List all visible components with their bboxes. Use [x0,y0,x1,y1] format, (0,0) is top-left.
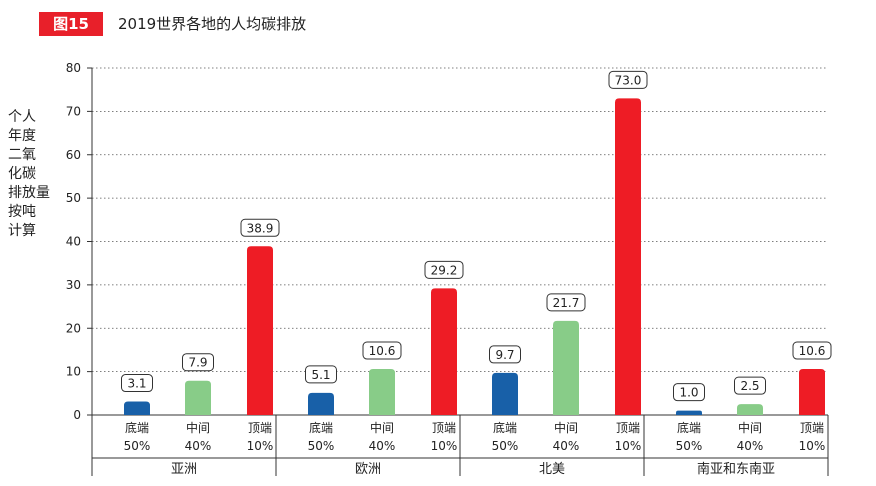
bar-bottom50 [124,401,150,415]
bar-category-label: 顶端 [800,421,824,435]
data-label-box [305,365,337,384]
data-label-box [734,376,766,395]
y-axis-label-line: 计算 [8,223,36,239]
y-axis-label-line: 化碳 [8,166,36,182]
data-label: 29.2 [431,263,458,277]
group-label: 亚洲 [171,462,197,477]
bar-top10 [431,288,457,415]
y-tick-label: 10 [66,365,81,379]
bar-bottom50 [492,372,518,415]
y-tick-label: 0 [73,408,81,422]
data-label-box [489,345,521,364]
bar-bottom50 [676,410,702,415]
bar-category-label: 顶端 [248,421,272,435]
data-label-box [362,341,402,360]
bar-top10 [799,369,825,415]
y-axis-label-line: 按吨 [8,204,36,220]
y-axis-label: 个人 年度 二氧 化碳 排放量 按吨 计算 [8,108,68,241]
y-tick-label: 80 [66,61,81,75]
data-label-box [240,218,280,237]
data-label: 73.0 [615,73,642,87]
y-axis-label-line: 二氧 [8,147,36,163]
data-label: 7.9 [188,356,207,370]
bar-percentile-label: 50% [308,439,335,453]
data-label-box [608,70,648,89]
data-label-box [121,374,153,393]
data-label-box [673,383,705,402]
data-label: 38.9 [247,221,274,235]
bar-top10 [615,98,641,416]
bar-category-label: 底端 [677,420,701,435]
bar-middle40 [553,320,579,415]
bar-percentile-label: 10% [431,439,458,453]
bar-percentile-label: 40% [369,439,396,453]
data-label: 3.1 [127,377,146,391]
figure-badge: 图15 [39,12,103,36]
bar-category-label: 顶端 [616,421,640,435]
bar-bottom50 [308,392,334,415]
y-axis-label-line: 个人 [8,109,36,125]
data-label: 5.1 [311,368,330,382]
bar-category-label: 顶端 [432,421,456,435]
data-label-box [424,260,464,279]
bar-percentile-label: 10% [247,439,274,453]
y-axis-label-line: 年度 [8,128,36,144]
chart-title: 2019世界各地的人均碳排放 [118,15,307,33]
group-label: 欧洲 [355,462,381,477]
bar-top10 [247,246,273,415]
data-label: 9.7 [495,348,514,362]
y-tick-label: 20 [66,321,81,335]
bar-category-label: 中间 [554,420,578,435]
bar-percentile-label: 10% [799,439,826,453]
bar-percentile-label: 50% [124,439,151,453]
bar-middle40 [737,404,763,415]
data-label: 1.0 [679,386,698,400]
y-tick-label: 60 [66,148,81,162]
bar-percentile-label: 50% [676,439,703,453]
bar-percentile-label: 50% [492,439,519,453]
data-label-box [182,353,214,372]
data-label: 10.6 [799,344,826,358]
bar-category-label: 中间 [370,420,394,435]
bar-category-label: 中间 [738,420,762,435]
bar-category-label: 底端 [309,420,333,435]
bar-middle40 [185,380,211,415]
bar-percentile-label: 40% [185,439,212,453]
y-tick-label: 30 [66,278,81,292]
group-label: 南亚和东南亚 [697,461,775,477]
data-label: 10.6 [369,344,396,358]
data-label-box [792,341,832,360]
bar-percentile-label: 10% [615,439,642,453]
y-axis-label-line: 排放量 [8,185,50,201]
bar-percentile-label: 40% [553,439,580,453]
bar-category-label: 中间 [186,420,210,435]
bar-category-label: 底端 [125,420,149,435]
bar-middle40 [369,369,395,415]
data-label: 21.7 [553,296,580,310]
y-tick-label: 70 [66,104,81,118]
group-label: 北美 [539,462,565,477]
data-label: 2.5 [740,379,759,393]
bar-percentile-label: 40% [737,439,764,453]
bar-category-label: 底端 [493,420,517,435]
data-label-box [546,293,586,312]
y-tick-label: 50 [66,191,81,205]
y-tick-label: 40 [66,235,81,249]
